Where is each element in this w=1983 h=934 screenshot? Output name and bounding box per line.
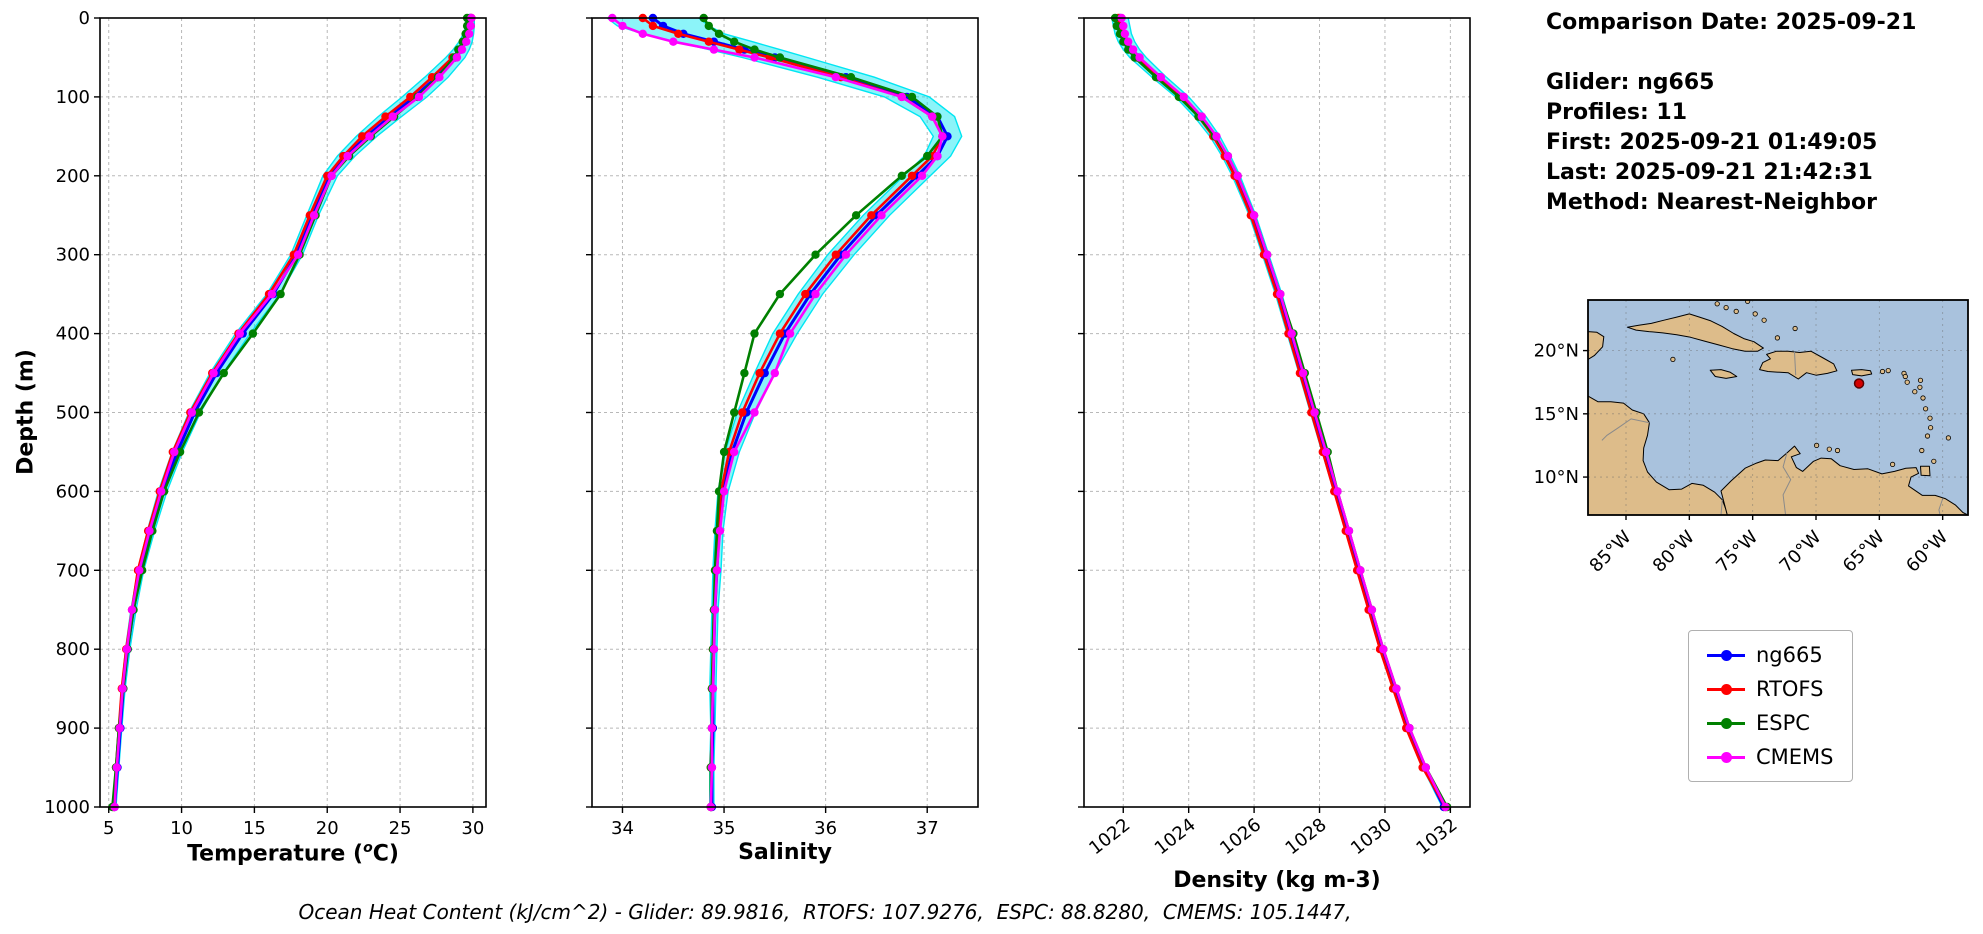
land-jamaica [1709,369,1738,379]
svg-text:25: 25 [389,818,412,839]
svg-text:10°N: 10°N [1534,467,1579,488]
series-CMEMS [608,13,947,812]
svg-text:200: 200 [56,166,90,187]
legend-marker-ng665 [1707,647,1745,664]
first-profile-time-text: First: 2025-09-21 01:49:05 [1546,130,1878,155]
land-cuba [1626,313,1764,352]
svg-text:1028: 1028 [1282,814,1331,859]
series-ESPC [699,13,947,812]
legend-label-ng665: ng665 [1756,643,1823,667]
svg-text:85°W: 85°W [1586,527,1636,577]
svg-text:5: 5 [103,818,114,839]
svg-text:1022: 1022 [1085,814,1134,859]
land-yucatan [1588,331,1605,360]
legend-marker-espc [1707,715,1745,732]
density-axis-label: Density (kg m-3) [1173,868,1381,893]
svg-text:34: 34 [611,818,634,839]
svg-text:1000: 1000 [44,797,90,818]
series-CMEMS [1117,13,1450,812]
land-florida [1664,300,1688,301]
svg-text:15: 15 [243,818,266,839]
temperature-axis-label: Temperature (oC) [100,840,486,866]
svg-text:300: 300 [56,245,90,266]
legend-label-rtofs: RTOFS [1756,677,1824,701]
svg-text:70°W: 70°W [1776,527,1826,577]
svg-text:1026: 1026 [1216,814,1265,859]
series-CMEMS [110,13,476,812]
glider-position-marker [1853,378,1865,389]
info-panel-spacer [1546,38,1916,68]
svg-text:400: 400 [56,324,90,345]
svg-text:75°W: 75°W [1712,527,1762,577]
map-content [1588,300,1968,515]
svg-text:20: 20 [316,818,339,839]
svg-text:65°W: 65°W [1839,527,1889,577]
glider-name-text: Glider: ng665 [1546,70,1715,95]
legend-item-cmems: CMEMS [1707,745,1834,769]
map-frame [1587,299,1969,516]
svg-text:900: 900 [56,718,90,739]
ohc-annotation: Ocean Heat Content (kJ/cm^2) - Glider: 8… [298,900,1352,924]
svg-text:1030: 1030 [1347,814,1396,859]
legend-marker-cmems [1707,749,1745,766]
svg-text:80°W: 80°W [1649,527,1699,577]
depth-axis-label: Depth (m) [13,349,39,475]
svg-text:0: 0 [79,8,90,29]
salinity-profile-plot: 34 35 36 37 [586,13,979,839]
svg-text:10: 10 [170,818,193,839]
svg-text:30: 30 [461,818,484,839]
legend-item-ng665: ng665 [1707,643,1834,667]
temperature-axis-label-prefix: Temperature ( [187,841,364,867]
svg-text:100: 100 [56,87,90,108]
legend-label-cmems: CMEMS [1756,745,1834,769]
svg-text:700: 700 [56,560,90,581]
location-map: 85°W 80°W 75°W 70°W 65°W 60°W 20°N 15°N 10°N [1534,299,1969,577]
legend: ng665 RTOFS ESPC CMEMS [1688,630,1853,782]
salinity-axis-label: Salinity [738,840,832,865]
info-panel: Comparison Date: 2025-09-21 Glider: ng66… [1546,8,1916,218]
comparison-date-text: Comparison Date: 2025-09-21 [1546,10,1917,35]
land-hispaniola [1759,350,1838,380]
svg-text:1032: 1032 [1412,814,1461,859]
temperature-axis-label-suffix: C) [372,841,399,867]
land-puerto_rico [1851,369,1873,377]
svg-text:36: 36 [814,818,837,839]
svg-text:1024: 1024 [1151,814,1200,859]
series-ESPC [1110,13,1452,812]
svg-text:20°N: 20°N [1534,341,1579,362]
legend-marker-rtofs [1707,681,1745,698]
svg-text:500: 500 [56,403,90,424]
density-profile-plot: 1022 1024 1026 1028 1030 1032 [1078,13,1471,859]
temperature-axis-label-sup: o [363,840,373,856]
svg-text:37: 37 [916,818,939,839]
land-trinidad [1920,465,1931,477]
temperature-profile-plot: 5 10 15 20 25 3001002003004005006007008009001… [44,8,487,839]
legend-item-espc: ESPC [1707,711,1834,735]
method-text: Method: Nearest-Neighbor [1546,190,1877,215]
legend-label-espc: ESPC [1756,711,1810,735]
svg-text:800: 800 [56,639,90,660]
svg-text:15°N: 15°N [1534,404,1579,425]
profiles-count-text: Profiles: 11 [1546,100,1688,125]
land-south_america [1720,445,1968,515]
last-profile-time-text: Last: 2025-09-21 21:42:31 [1546,160,1873,185]
svg-text:600: 600 [56,481,90,502]
svg-text:60°W: 60°W [1902,527,1952,577]
svg-text:35: 35 [713,818,736,839]
legend-item-rtofs: RTOFS [1707,677,1834,701]
